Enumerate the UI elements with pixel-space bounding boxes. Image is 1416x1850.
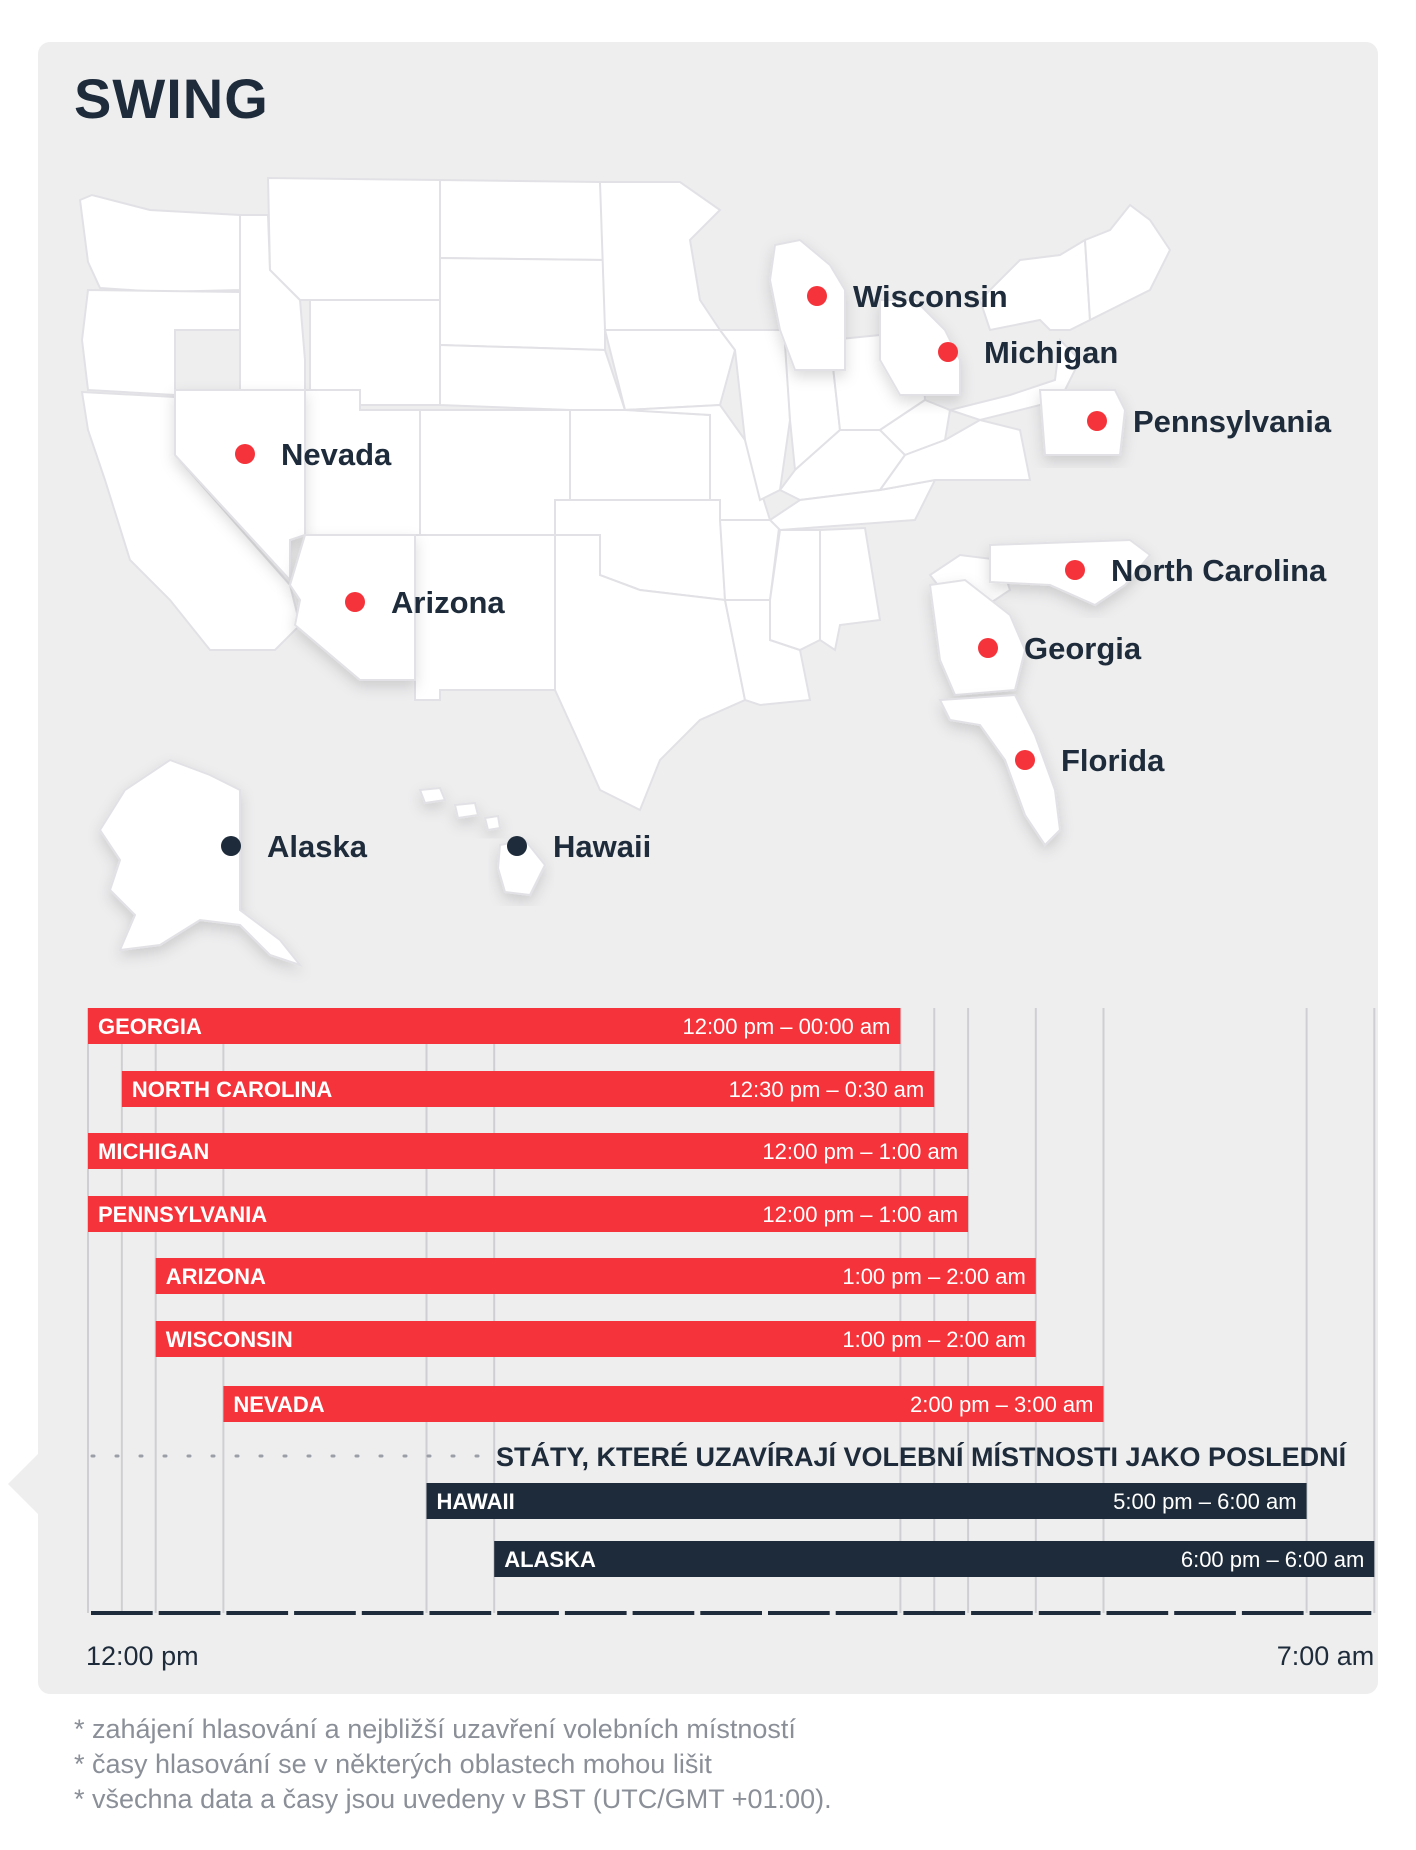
state-iowa (603, 329, 737, 412)
poll-hours-timeline: STÁTY, KTERÉ UZAVÍRAJÍ VOLEBNÍ MÍSTNOSTI… (86, 1008, 1376, 1671)
marker-dot (1065, 560, 1085, 580)
bar-rect (155, 1321, 1036, 1357)
timeline-bar: ALASKA 6:00 pm – 6:00 am (494, 1541, 1375, 1577)
marker-label: Alaska (267, 829, 368, 864)
marker-dot (507, 836, 527, 856)
footnotes: * zahájení hlasování a nejbližší uzavřen… (74, 1712, 832, 1817)
marker-dot (938, 342, 958, 362)
timeline-bar: MICHIGAN 12:00 pm – 1:00 am (88, 1133, 969, 1169)
marker-label: Arizona (391, 585, 505, 620)
state-nebraska (439, 343, 627, 411)
state-kansas (569, 409, 711, 501)
map-markers: Wisconsin Michigan Pennsylvania Nevada Arizo… (221, 279, 1332, 864)
state-georgia (928, 578, 1027, 697)
bar-time-label: 12:00 pm – 00:00 am (682, 1014, 890, 1039)
bar-rect (88, 1008, 901, 1044)
marker-dot (345, 592, 365, 612)
bar-state-label: WISCONSIN (166, 1327, 293, 1352)
card-pointer (8, 1452, 40, 1516)
marker-label: Florida (1061, 743, 1165, 778)
marker-label: Pennsylvania (1133, 404, 1332, 439)
bar-time-label: 2:00 pm – 3:00 am (910, 1392, 1093, 1417)
bar-state-label: NEVADA (233, 1392, 324, 1417)
axis-end-label: 7:00 am (1277, 1641, 1375, 1671)
state-hawaii-islands (418, 786, 502, 832)
bar-time-label: 1:00 pm – 2:00 am (842, 1264, 1025, 1289)
bar-rect (88, 1133, 969, 1169)
bar-time-label: 12:00 pm – 1:00 am (762, 1139, 958, 1164)
timeline-bar: HAWAII 5:00 pm – 6:00 am (426, 1483, 1307, 1519)
timeline-bar: NEVADA 2:00 pm – 3:00 am (223, 1386, 1104, 1422)
state-washington (78, 193, 241, 294)
state-oregon (80, 288, 241, 397)
bar-time-label: 12:30 pm – 0:30 am (729, 1077, 925, 1102)
marker-dot (807, 286, 827, 306)
state-michigan (879, 299, 961, 396)
state-pennsylvania (1038, 389, 1127, 456)
marker-label: Nevada (281, 437, 392, 472)
marker-label: Hawaii (553, 829, 651, 864)
state-new-york (978, 238, 1092, 332)
bar-state-label: HAWAII (437, 1489, 515, 1514)
bar-state-label: ALASKA (504, 1547, 596, 1572)
marker-dot (235, 444, 255, 464)
marker-label: North Carolina (1111, 553, 1327, 588)
page-title: SWING (74, 67, 269, 130)
bar-state-label: ARIZONA (166, 1264, 266, 1289)
marker-dot (221, 836, 241, 856)
state-new-england (1083, 203, 1172, 322)
marker-label: Georgia (1024, 631, 1142, 666)
state-wisconsin (768, 238, 846, 371)
footnote: * všechna data a časy jsou uvedeny v BST… (74, 1784, 832, 1814)
state-minnesota (598, 181, 722, 331)
state-alaska (98, 758, 303, 968)
bar-state-label: NORTH CAROLINA (132, 1077, 333, 1102)
marker-dot (978, 638, 998, 658)
timeline-bar: NORTH CAROLINA 12:30 pm – 0:30 am (121, 1071, 935, 1107)
bar-time-label: 6:00 pm – 6:00 am (1181, 1547, 1364, 1572)
axis-start-label: 12:00 pm (86, 1641, 199, 1671)
bar-rect (426, 1483, 1307, 1519)
state-mississippi (769, 529, 821, 652)
bar-state-label: MICHIGAN (98, 1139, 209, 1164)
marker-label: Wisconsin (853, 279, 1008, 314)
bar-rect (155, 1258, 1036, 1294)
state-nevada (174, 389, 306, 583)
bar-time-label: 12:00 pm – 1:00 am (762, 1202, 958, 1227)
bar-time-label: 5:00 pm – 6:00 am (1113, 1489, 1296, 1514)
state-colorado (419, 409, 571, 536)
state-virginia (877, 418, 1032, 492)
state-south-dakota (439, 256, 606, 352)
state-north-dakota (439, 178, 607, 262)
state-texas (554, 534, 747, 812)
bar-rect (121, 1071, 935, 1107)
timeline-bar: GEORGIA 12:00 pm – 00:00 am (88, 1008, 901, 1044)
bar-rect (494, 1541, 1375, 1577)
footnote: * zahájení hlasování a nejbližší uzavřen… (74, 1714, 796, 1744)
state-west-virginia (878, 398, 952, 457)
marker-dot (1015, 750, 1035, 770)
bar-rect (223, 1386, 1104, 1422)
timeline-bar: WISCONSIN 1:00 pm – 2:00 am (155, 1321, 1036, 1357)
bar-rect (88, 1196, 969, 1232)
bar-state-label: PENNSYLVANIA (98, 1202, 267, 1227)
timeline-bar: ARIZONA 1:00 pm – 2:00 am (155, 1258, 1036, 1294)
footnote: * časy hlasování se v některých oblastec… (74, 1749, 712, 1779)
state-montana (266, 176, 441, 301)
bar-time-label: 1:00 pm – 2:00 am (842, 1327, 1025, 1352)
timeline-bar: PENNSYLVANIA 12:00 pm – 1:00 am (88, 1196, 969, 1232)
marker-dot (1087, 411, 1107, 431)
map-base (78, 176, 1172, 812)
state-alabama (819, 526, 882, 652)
marker-label: Michigan (984, 335, 1118, 370)
state-florida (938, 693, 1062, 847)
bar-state-label: GEORGIA (98, 1014, 202, 1039)
last-closing-title: STÁTY, KTERÉ UZAVÍRAJÍ VOLEBNÍ MÍSTNOSTI… (496, 1441, 1348, 1472)
